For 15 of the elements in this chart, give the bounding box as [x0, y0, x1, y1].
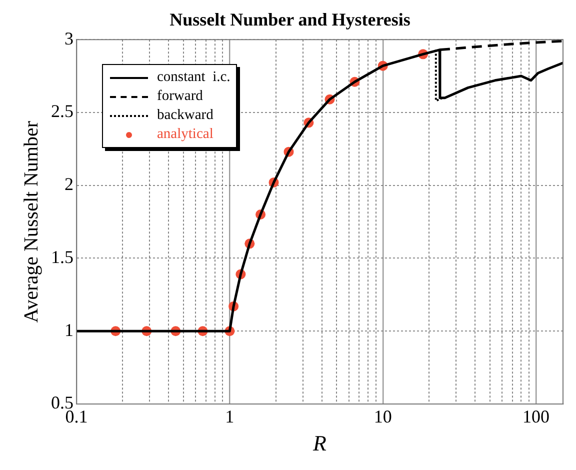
y-tick-label: 3 — [64, 28, 74, 48]
x-tick-label: 10 — [374, 406, 392, 427]
chart-title: Nusselt Number and Hysteresis — [170, 9, 410, 30]
y-tick-label: 2.5 — [51, 101, 74, 122]
y-tick-label: 1 — [64, 320, 74, 340]
x-tick-label: 100 — [522, 406, 550, 427]
y-tick-label: 2 — [64, 174, 74, 194]
legend-label: backward — [157, 107, 214, 124]
legend-label: forward — [157, 88, 203, 105]
legend-label: constant i.c. — [157, 69, 230, 86]
x-axis-title: R — [312, 430, 328, 456]
y-tick-label: 1.5 — [51, 246, 74, 267]
y-axis-title: Average Nusselt Number — [20, 120, 42, 323]
x-tick-label: 1 — [225, 406, 234, 427]
legend-label: analytical — [157, 126, 214, 143]
